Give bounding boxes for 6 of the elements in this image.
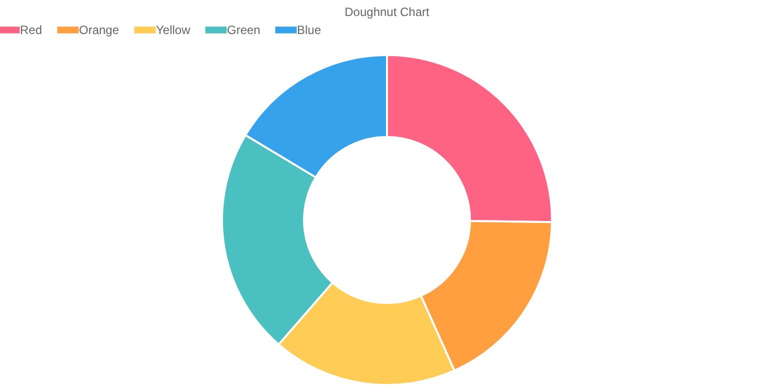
chart-title: Doughnut Chart	[344, 5, 430, 19]
legend-label: Orange	[79, 23, 120, 37]
legend-label: Blue	[297, 23, 322, 37]
legend-label: Red	[20, 23, 42, 37]
legend-label: Green	[227, 23, 260, 37]
legend-label: Yellow	[156, 23, 191, 37]
